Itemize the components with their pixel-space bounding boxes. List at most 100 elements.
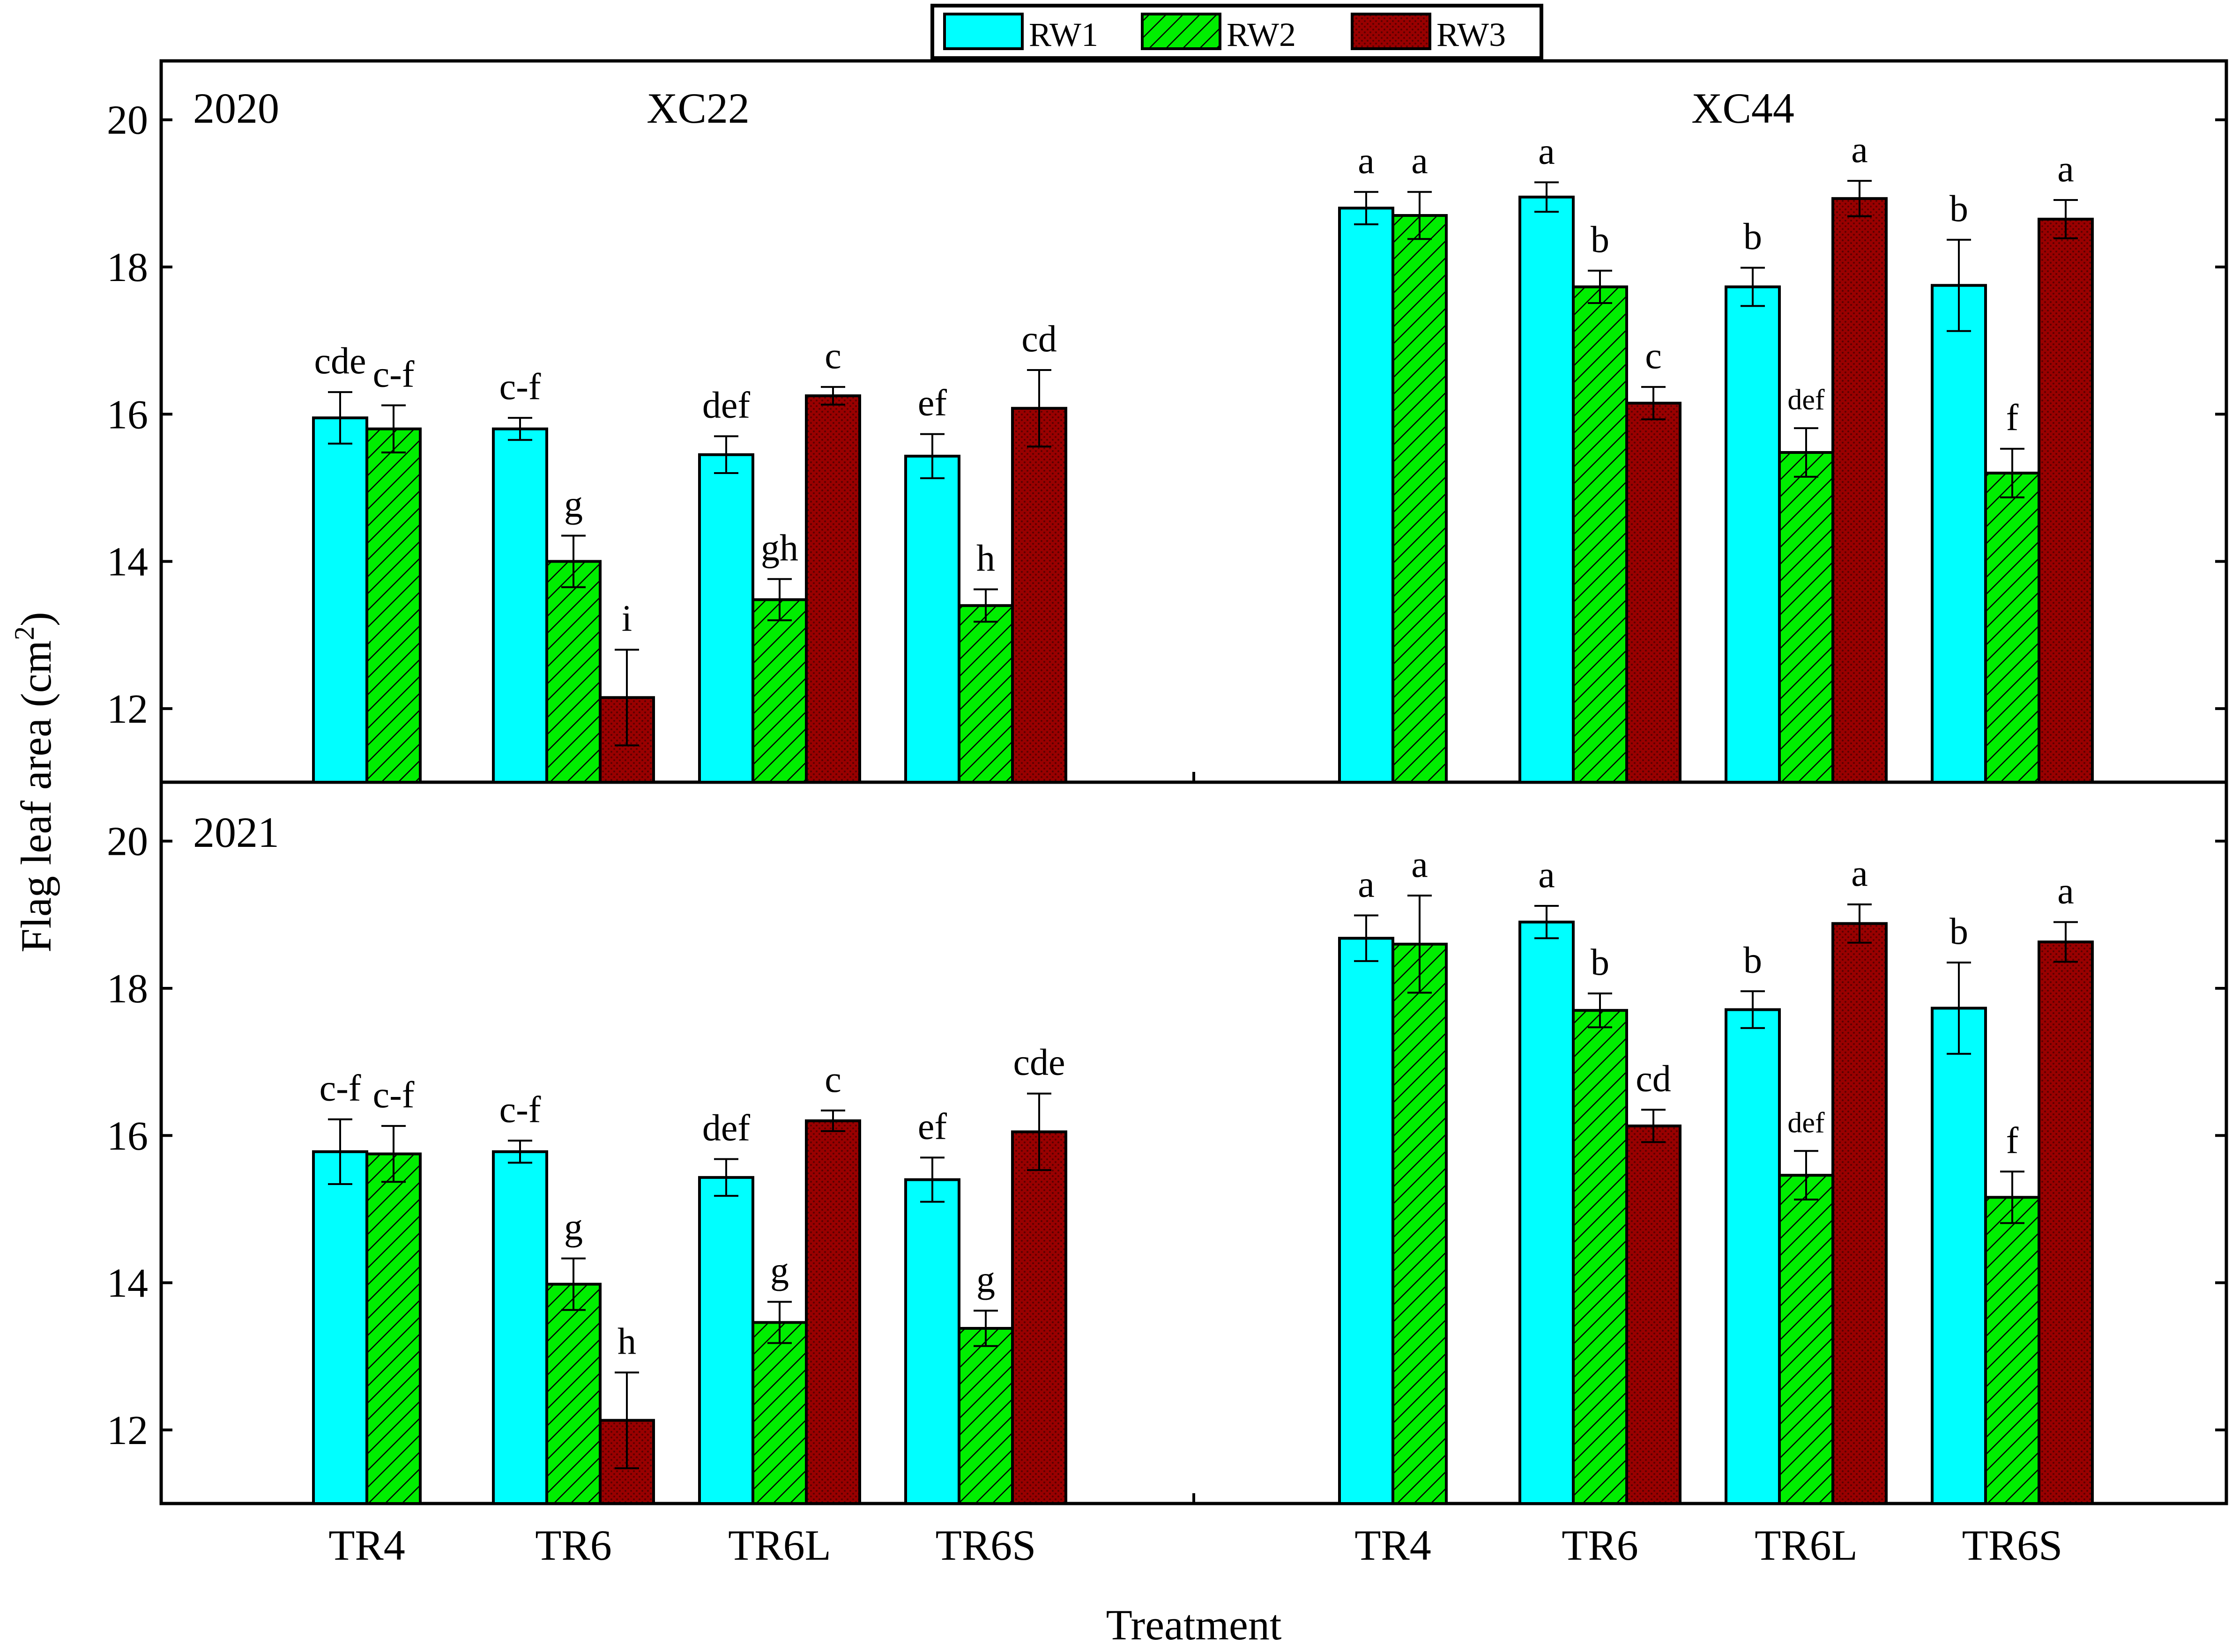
- x-tick-label-tr4: TR4: [328, 1521, 405, 1569]
- data-label-letter: a: [1538, 131, 1555, 172]
- legend-box: [930, 4, 1543, 60]
- data-label-letter: gh: [761, 527, 798, 569]
- data-label-letter: ef: [918, 1106, 947, 1147]
- data-label-letter: a: [1358, 864, 1375, 905]
- y-tick-label-18: 18: [107, 245, 148, 290]
- bar-rw1-xc22-tr6s: [904, 454, 960, 784]
- data-label-letter: def: [1787, 384, 1825, 416]
- x-tick-label-tr6s: TR6S: [1962, 1521, 2063, 1569]
- data-label-letter: a: [1851, 853, 1868, 894]
- bar-rw2-xc44-tr4: [1391, 214, 1448, 784]
- data-label-letter: c: [1645, 335, 1662, 377]
- bar-rw3-xc44-tr6l: [1831, 197, 1888, 784]
- panel-bottom-year-label: 2021: [193, 808, 279, 856]
- data-label-letter: b: [1743, 216, 1762, 258]
- bar-rw2-xc22-tr4: [365, 1152, 422, 1505]
- bar-rw2-xc44-tr6l: [1778, 1174, 1834, 1505]
- bar-rw1-xc44-tr6l: [1725, 1008, 1781, 1505]
- data-label-letter: a: [1411, 141, 1428, 182]
- bar-rw2-xc22-tr6: [545, 560, 602, 784]
- bar-rw2-xc22-tr6l: [751, 598, 808, 784]
- data-label-letter: i: [622, 598, 632, 639]
- data-label-letter: a: [2057, 871, 2074, 912]
- bar-rw3-xc22-tr6s: [1011, 1130, 1067, 1505]
- data-label-letter: def: [702, 385, 751, 426]
- bar-rw2-xc44-tr6: [1572, 1009, 1628, 1505]
- bar-rw2-xc22-tr6s: [958, 604, 1014, 784]
- data-label-letter: c-f: [499, 1089, 541, 1130]
- group-title-xc44: XC44: [1691, 84, 1794, 132]
- bar-rw2-xc44-tr6s: [1984, 1196, 2040, 1505]
- y-tick-label-20: 20: [107, 98, 148, 143]
- bar-rw1-xc44-tr4: [1338, 937, 1394, 1505]
- bar-rw3-xc44-tr6: [1625, 401, 1681, 784]
- bar-rw1-xc44-tr6l: [1725, 285, 1781, 784]
- legend-label-rw2: RW2: [1227, 16, 1296, 53]
- data-label-letter: def: [1787, 1107, 1825, 1139]
- x-tick-label-tr6s: TR6S: [936, 1521, 1036, 1569]
- bar-rw1-xc44-tr6s: [1931, 284, 1987, 784]
- data-label-letter: def: [702, 1108, 751, 1149]
- x-tick-label-tr4: TR4: [1354, 1521, 1431, 1569]
- y-tick-label-18: 18: [107, 966, 148, 1012]
- data-label-letter: ef: [918, 383, 947, 424]
- bar-rw3-xc22-tr6s: [1011, 407, 1067, 784]
- data-label-letter: g: [770, 1250, 789, 1291]
- data-label-letter: a: [1358, 141, 1375, 182]
- data-label-letter: c: [825, 1059, 841, 1100]
- bar-rw1-xc44-tr4: [1338, 207, 1394, 784]
- data-label-letter: cde: [314, 341, 366, 382]
- data-label-letter: b: [1591, 219, 1609, 260]
- bar-rw3-xc44-tr6l: [1831, 922, 1888, 1505]
- bar-rw1-xc22-tr6l: [698, 1176, 754, 1505]
- bar-rw1-xc44-tr6: [1518, 920, 1575, 1505]
- bar-rw2-xc22-tr6: [545, 1282, 602, 1505]
- data-label-letter: cd: [1021, 319, 1057, 360]
- legend-label-rw3: RW3: [1436, 16, 1506, 53]
- x-tick-label-tr6: TR6: [1562, 1521, 1638, 1569]
- y-axis-label: Flag leaf area (cm2): [9, 612, 60, 952]
- data-label-letter: c-f: [373, 354, 415, 395]
- bar-rw3-xc22-tr6l: [805, 394, 861, 784]
- data-label-letter: h: [976, 538, 995, 579]
- data-label-letter: a: [1538, 854, 1555, 896]
- data-label-letter: b: [1949, 188, 1968, 230]
- data-label-letter: b: [1591, 942, 1609, 983]
- bar-rw1-xc22-tr6: [492, 427, 548, 784]
- panel-bottom-frame: [159, 780, 2228, 1505]
- panel-top-year-label: 2020: [193, 84, 279, 132]
- data-label-letter: cde: [1013, 1042, 1065, 1083]
- y-tick-label-16: 16: [107, 392, 148, 437]
- x-tick-label-tr6: TR6: [535, 1521, 612, 1569]
- data-label-letter: b: [1949, 911, 1968, 952]
- bar-rw1-xc44-tr6s: [1931, 1007, 1987, 1505]
- y-axis-label-main: Flag leaf area (cm: [12, 640, 60, 953]
- bar-rw1-xc22-tr6: [492, 1150, 548, 1505]
- legend-swatch-rw2: [1141, 13, 1221, 50]
- bar-rw1-xc22-tr4: [312, 416, 368, 784]
- group-title-xc22: XC22: [647, 84, 750, 132]
- bar-rw3-xc44-tr6s: [2038, 217, 2094, 784]
- bar-rw2-xc44-tr6l: [1778, 451, 1834, 784]
- bar-rw2-xc44-tr4: [1391, 942, 1448, 1505]
- legend-swatch-rw1: [943, 13, 1024, 50]
- data-label-letter: b: [1743, 940, 1762, 981]
- panel-top-frame: [159, 59, 2228, 784]
- y-tick-label-14: 14: [107, 1261, 148, 1306]
- data-label-letter: h: [618, 1321, 636, 1362]
- y-tick-label-20: 20: [107, 819, 148, 865]
- data-label-letter: g: [564, 1207, 583, 1248]
- bar-rw2-xc22-tr4: [365, 427, 422, 784]
- bar-rw1-xc22-tr6l: [698, 453, 754, 784]
- bar-rw1-xc22-tr4: [312, 1150, 368, 1505]
- y-tick-label-12: 12: [107, 1408, 148, 1453]
- bar-rw3-xc44-tr6: [1625, 1124, 1681, 1505]
- bar-rw3-xc22-tr6l: [805, 1119, 861, 1505]
- data-label-letter: c-f: [373, 1074, 415, 1116]
- legend-swatch-rw3: [1351, 13, 1431, 50]
- data-label-letter: c-f: [320, 1068, 361, 1109]
- y-axis-label-superscript: 2: [9, 626, 40, 640]
- legend: RW1 RW2 RW3: [930, 4, 1543, 60]
- y-tick-label-12: 12: [107, 687, 148, 732]
